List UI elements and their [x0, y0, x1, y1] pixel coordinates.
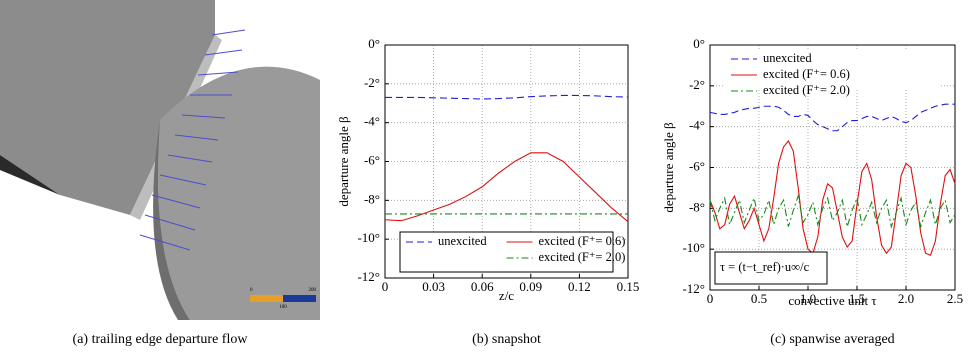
colorbar-high [283, 295, 316, 302]
y-tick-label: -10° [357, 230, 380, 245]
y-tick-label: -12° [357, 269, 380, 284]
legend-label: excited (F⁺= 2.0) [539, 250, 626, 264]
x-tick-label: 0 [382, 279, 389, 294]
annotation: τ = (t−t_ref)·u∞/c [720, 260, 810, 274]
y-tick-label: -12° [682, 281, 705, 296]
x-tick-label: 0 [707, 291, 714, 306]
colorbar-label: 100 [279, 305, 287, 310]
y-tick-label: -6° [689, 158, 705, 173]
x-tick-label: 2.0 [898, 291, 914, 306]
x-tick-label: 0.03 [422, 279, 445, 294]
y-axis-label: departure angle β [661, 122, 676, 213]
x-axis-label: z/c [499, 288, 514, 303]
x-tick-label: 0.5 [751, 291, 767, 306]
colorbar-low [250, 295, 283, 302]
legend-label: unexcited [438, 234, 487, 248]
y-tick-label: -8° [364, 191, 380, 206]
legend-label: excited (F⁺= 0.6) [539, 234, 626, 248]
caption: (c) spanwise averaged [770, 332, 894, 347]
legend-label: excited (F⁺= 0.6) [763, 67, 850, 81]
data-line [385, 153, 628, 222]
x-tick-label: 0.15 [617, 279, 640, 294]
caption: (a) trailing edge departure flow [73, 332, 249, 347]
legend-label: unexcited [763, 51, 812, 65]
y-tick-label: -4° [689, 118, 705, 133]
x-tick-label: 0.12 [568, 279, 591, 294]
colorbar-label: 200 [309, 288, 317, 293]
x-axis-label: convective unit τ [788, 293, 876, 308]
data-line [385, 95, 628, 98]
y-tick-label: 0° [693, 36, 705, 51]
data-line [710, 141, 955, 255]
figure: 0 200 100 (a) trailing edge departure fl… [0, 0, 970, 356]
y-tick-label: -4° [364, 114, 380, 129]
x-tick-label: 2.5 [947, 291, 963, 306]
lower-blade [158, 67, 320, 320]
y-axis-label: departure angle β [336, 116, 351, 207]
legend-label: excited (F⁺= 2.0) [763, 83, 850, 97]
y-tick-label: -2° [364, 75, 380, 90]
flow-render: 0 200 100 [0, 0, 320, 320]
caption: (b) snapshot [472, 332, 541, 347]
y-tick-label: -2° [689, 77, 705, 92]
y-tick-label: -6° [364, 152, 380, 167]
y-tick-label: -10° [682, 240, 705, 255]
x-tick-label: 0.09 [519, 279, 542, 294]
y-tick-label: -8° [689, 199, 705, 214]
y-tick-label: 0° [368, 36, 380, 51]
x-tick-label: 0.06 [471, 279, 494, 294]
